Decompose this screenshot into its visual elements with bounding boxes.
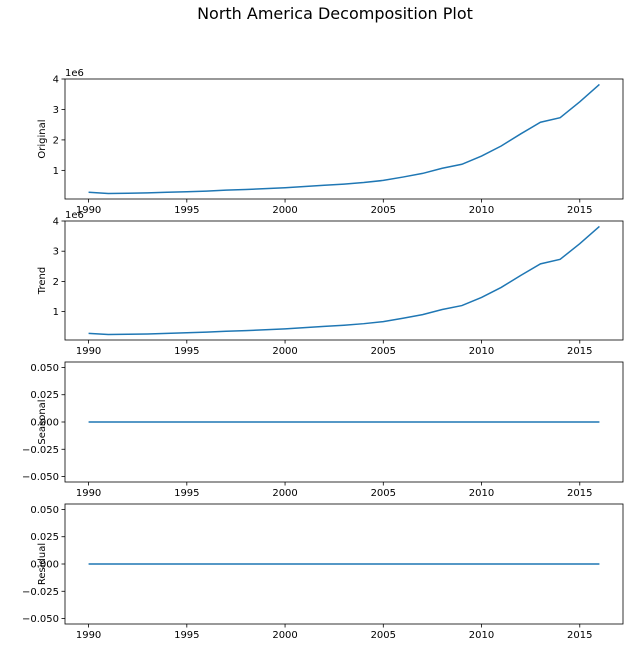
x-tick-label: 2015: [567, 346, 592, 357]
y-tick-label: 0.000: [30, 418, 59, 429]
y-tick-label: 0.000: [30, 560, 59, 571]
y-axis-label: Residual: [37, 543, 48, 585]
y-tick-label: 0.050: [30, 505, 59, 516]
series-line-trend: [88, 225, 600, 336]
y-tick-label: 1: [53, 307, 59, 318]
x-tick-label: 2000: [272, 205, 297, 216]
x-tick-label: 1990: [76, 346, 101, 357]
x-tick-label: 2000: [272, 488, 297, 499]
y-offset-label: 1e6: [65, 68, 84, 79]
y-axis-label: Seasonal: [37, 399, 48, 444]
x-tick-label: 2005: [371, 630, 396, 641]
x-tick-label: 2015: [567, 205, 592, 216]
subplot-original: 1990 1995 2000 2005 2010 2015 1 2 3 4 Original 1e6: [37, 68, 624, 216]
x-tick-label: 2005: [371, 488, 396, 499]
subplot-residual: 1990 1995 2000 2005 2010 2015 0.050 0.025 0.000 −…: [22, 503, 624, 641]
x-tick-label: 2005: [371, 346, 396, 357]
y-offset-label: 1e6: [65, 210, 84, 221]
x-tick-label: 1990: [76, 488, 101, 499]
y-tick-label: −0.025: [22, 445, 59, 456]
y-tick-label: 4: [53, 75, 59, 86]
x-tick-label: 1995: [174, 630, 199, 641]
axes-frame: [64, 78, 624, 200]
subplot-trend: 1990 1995 2000 2005 2010 2015 1 2 3 4 Trend 1e6: [37, 210, 624, 357]
x-tick-label: 2015: [567, 630, 592, 641]
y-tick-label: 0.050: [30, 363, 59, 374]
x-tick-label: 2010: [469, 346, 494, 357]
series-line-original: [88, 83, 600, 195]
y-tick-label: −0.050: [22, 614, 59, 625]
y-tick-label: 3: [53, 105, 59, 116]
y-tick-label: 3: [53, 247, 59, 258]
subplot-seasonal: 1990 1995 2000 2005 2010 2015 0.050 0.025 0.000 −…: [22, 361, 624, 499]
y-axis-label: Trend: [37, 267, 48, 295]
y-axis-label: Original: [37, 119, 48, 158]
y-tick-label: 2: [53, 135, 59, 146]
y-tick-label: 4: [53, 217, 59, 228]
x-tick-label: 2010: [469, 205, 494, 216]
axes-frame: [64, 220, 624, 341]
y-tick-label: 2: [53, 277, 59, 288]
x-tick-label: 1990: [76, 630, 101, 641]
y-tick-label: −0.050: [22, 472, 59, 483]
x-tick-label: 1990: [76, 205, 101, 216]
x-tick-label: 2010: [469, 488, 494, 499]
x-tick-label: 1995: [174, 346, 199, 357]
x-tick-label: 2000: [272, 346, 297, 357]
figure-title: North America Decomposition Plot: [197, 4, 473, 23]
y-tick-label: 0.025: [30, 532, 59, 543]
x-tick-label: 1995: [174, 488, 199, 499]
x-tick-label: 2015: [567, 488, 592, 499]
x-tick-label: 2005: [371, 205, 396, 216]
subplots: 1990 1995 2000 2005 2010 20151234Original1e61…: [22, 68, 624, 641]
x-tick-label: 1995: [174, 205, 199, 216]
y-tick-label: 1: [53, 166, 59, 177]
x-tick-label: 2000: [272, 630, 297, 641]
y-tick-label: −0.025: [22, 587, 59, 598]
y-tick-label: 0.025: [30, 390, 59, 401]
x-tick-label: 2010: [469, 630, 494, 641]
